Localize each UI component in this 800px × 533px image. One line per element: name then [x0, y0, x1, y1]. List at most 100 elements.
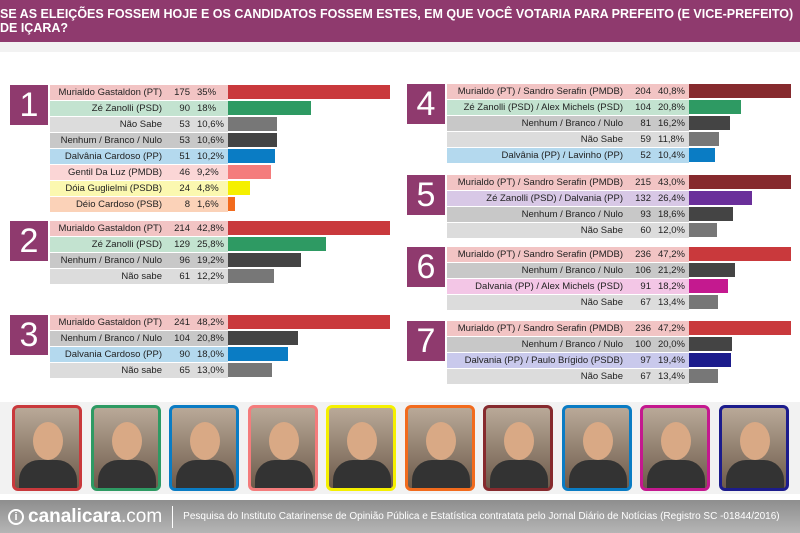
footer: i canalicara.com Pesquisa do Instituto C… — [0, 500, 800, 533]
vote-count: 215 — [635, 177, 651, 188]
candidate-name: Gentil Da Luz (PMDB) — [68, 167, 162, 178]
candidate-name: Não Sabe — [580, 225, 623, 236]
candidate-name: Murialdo (PT) / Sandro Serafin (PMDB) — [457, 249, 623, 260]
bar — [228, 237, 326, 251]
vote-percent: 42,8% — [197, 223, 224, 234]
candidate-name: Murialdo (PT) / Sandro Serafin (PMDB) — [457, 177, 623, 188]
vote-percent: 10,4% — [658, 150, 685, 161]
bar-label: Nenhum / Branco / Nulo 100 20,0% — [447, 337, 689, 352]
vote-count: 59 — [640, 134, 651, 145]
bar-label: Nenhum / Branco / Nulo 96 19,2% — [50, 253, 228, 268]
bar — [689, 100, 741, 114]
candidate-name: Não sabe — [121, 271, 162, 282]
poll-number: 6 — [407, 247, 445, 287]
vote-count: 53 — [179, 119, 190, 130]
candidate-name: Não Sabe — [580, 297, 623, 308]
bar — [228, 315, 390, 329]
candidate-name: Zé Zanolli (PSD) / Alex Michels (PSD) — [463, 102, 623, 113]
info-icon: i — [8, 508, 24, 525]
header-band — [0, 42, 800, 52]
candidate-name: Zé Zanolli (PSD) / Dalvania (PP) — [486, 193, 623, 204]
bar — [228, 85, 390, 99]
footer-divider — [172, 505, 174, 528]
vote-count: 214 — [174, 223, 190, 234]
candidate-photo — [326, 405, 396, 491]
bar — [228, 253, 301, 267]
candidate-name: Zé Zanolli (PSD) — [91, 103, 162, 114]
vote-percent: 19,4% — [658, 355, 685, 366]
candidate-photo — [718, 405, 789, 491]
bar-label: Zé Zanolli (PSD) / Dalvania (PP) 132 26,4% — [447, 191, 689, 206]
poll-number: 4 — [407, 84, 445, 124]
vote-percent: 13,0% — [197, 365, 224, 376]
bar — [689, 369, 718, 383]
vote-percent: 18,2% — [658, 281, 685, 292]
bar — [689, 132, 719, 146]
vote-count: 60 — [640, 225, 651, 236]
candidate-name: Nenhum / Branco / Nulo — [521, 118, 623, 129]
vote-count: 90 — [179, 103, 190, 114]
bar — [689, 191, 752, 205]
bar-label: Dalvânia Cardoso (PP) 51 10,2% — [50, 149, 228, 164]
vote-count: 175 — [174, 87, 190, 98]
site-logo[interactable]: i canalicara.com — [8, 506, 162, 528]
bar — [228, 117, 278, 131]
header-title: SE AS ELEIÇÕES FOSSEM HOJE E OS CANDIDAT… — [0, 0, 800, 42]
candidate-name: Murialdo (PT) / Sandro Serafin (PMDB) — [457, 323, 623, 334]
bar — [689, 279, 729, 293]
vote-count: 204 — [635, 86, 651, 97]
candidate-photo — [90, 405, 161, 491]
bar-label: Nenhum / Branco / Nulo 81 16,2% — [447, 116, 689, 131]
bar — [689, 223, 718, 237]
bar-label: Zé Zanolli (PSD) 90 18% — [50, 101, 228, 116]
bar-label: Dalvania Cardoso (PP) 90 18,0% — [50, 347, 228, 362]
vote-count: 24 — [179, 183, 190, 194]
candidate-name: Zé Zanolli (PSD) — [91, 239, 162, 250]
photo-face — [739, 422, 770, 460]
bar-label: Não Sabe 67 13,4% — [447, 369, 689, 384]
photo-face — [190, 422, 220, 460]
bar — [689, 207, 734, 221]
vote-percent: 21,2% — [658, 265, 685, 276]
photo-face — [425, 422, 456, 460]
bar-label: Não Sabe 60 12,0% — [447, 223, 689, 238]
vote-percent: 20,8% — [658, 102, 685, 113]
bar-label: Nenhum / Branco / Nulo 93 18,6% — [447, 207, 689, 222]
photo-body — [647, 460, 705, 488]
vote-percent: 9,2% — [197, 167, 219, 178]
candidate-name: Dalvania (PP) / Alex Michels (PSD) — [475, 281, 623, 292]
candidate-name: Dalvânia Cardoso (PP) — [64, 151, 162, 162]
vote-percent: 18% — [197, 103, 217, 114]
candidate-name: Dalvania (PP) / Paulo Brígido (PSDB) — [464, 355, 623, 366]
vote-percent: 10,6% — [197, 119, 224, 130]
vote-percent: 1,6% — [197, 199, 219, 210]
vote-count: 100 — [635, 339, 651, 350]
vote-percent: 18,6% — [658, 209, 685, 220]
photo-face — [268, 422, 299, 460]
vote-percent: 20,0% — [658, 339, 685, 350]
candidate-photo — [169, 405, 239, 491]
photo-face — [33, 422, 63, 460]
vote-percent: 4,8% — [197, 183, 219, 194]
candidate-name: Murialdo Gastaldon (PT) — [58, 87, 162, 98]
vote-count: 67 — [640, 371, 651, 382]
bar — [689, 116, 730, 130]
logo-text-suffix: .com — [120, 505, 163, 527]
bar-label: Não Sabe 53 10,6% — [50, 117, 228, 132]
vote-count: 8 — [184, 199, 190, 210]
vote-count: 236 — [635, 323, 651, 334]
vote-count: 91 — [640, 281, 651, 292]
candidate-photo — [247, 405, 318, 491]
candidate-photo — [12, 405, 82, 491]
logo-text: canal — [28, 505, 77, 527]
candidate-name: Nenhum / Branco / Nulo — [521, 339, 623, 350]
vote-percent: 13,4% — [658, 371, 685, 382]
photo-face — [661, 422, 691, 460]
photo-face — [347, 422, 377, 460]
bar-label: Nenhum / Branco / Nulo 53 10,6% — [50, 133, 228, 148]
vote-percent: 47,2% — [658, 249, 685, 260]
bar — [228, 269, 275, 283]
vote-percent: 18,0% — [197, 349, 224, 360]
candidate-name: Nenhum / Branco / Nulo — [60, 255, 162, 266]
bar-label: Murialdo (PT) / Sandro Serafin (PMDB) 215… — [447, 175, 689, 190]
